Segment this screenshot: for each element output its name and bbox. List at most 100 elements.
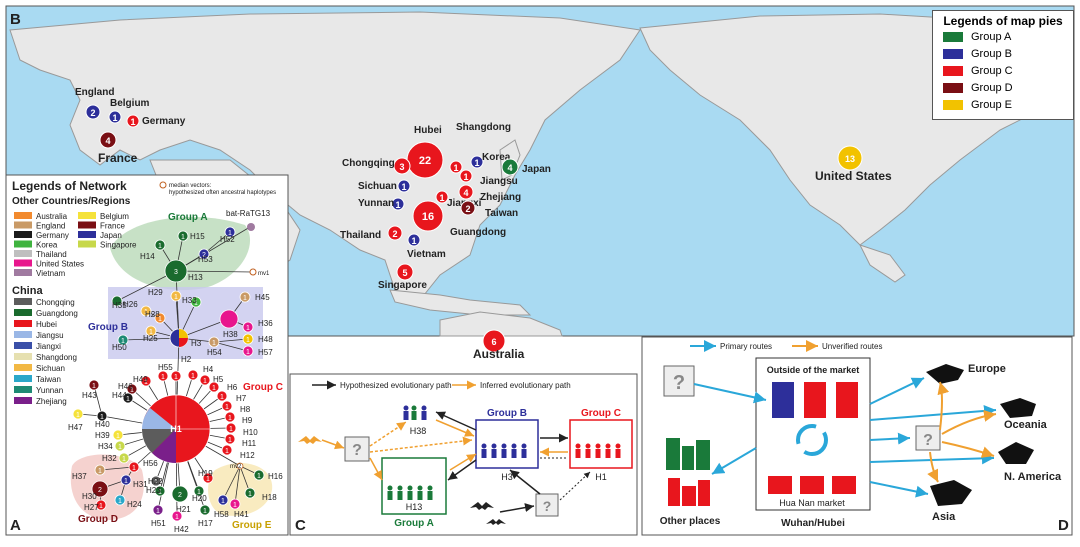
haplotype-label: H53: [198, 255, 213, 264]
haplotype-count: 1: [228, 437, 232, 444]
haplotype-label: H25: [143, 334, 158, 343]
haplotype-label: H56: [143, 459, 158, 468]
haplotype-label: H45: [255, 293, 270, 302]
haplotype-count: 1: [206, 476, 210, 483]
legend-swatch: [943, 82, 963, 93]
network-edge: [203, 231, 231, 255]
mv1-label: mv1: [258, 271, 270, 277]
haplotype-node: [117, 334, 129, 346]
europe-label: Europe: [968, 363, 1006, 375]
haplotype-count: 1: [181, 234, 185, 241]
person-icon: [595, 443, 601, 449]
haplotype-label: H47: [68, 423, 83, 432]
question-mark: ?: [673, 372, 685, 394]
map-pie: [396, 263, 414, 281]
haplotype-node: [253, 469, 265, 481]
legend-swatch: [14, 386, 32, 393]
haplotype-label: H49: [133, 375, 148, 384]
person-icon: [575, 449, 581, 458]
map-legend: Legends of map pies Group A Group B Group …: [932, 10, 1074, 120]
question-mark: ?: [923, 432, 933, 449]
map-pie: [458, 184, 474, 200]
haplotype-label: H24: [127, 500, 142, 509]
map-region-label: Vietnam: [407, 249, 446, 260]
legend-label: Group D: [971, 81, 1013, 94]
haplotype-label: H10: [243, 428, 258, 437]
haplotype-count: 1: [174, 294, 178, 301]
person-icon: [427, 491, 433, 500]
legend-unverified: Unverified routes: [822, 342, 882, 351]
map-legend-title: Legends of map pies: [943, 14, 1063, 28]
map-pie: [108, 110, 122, 124]
mv1-node: [249, 268, 257, 276]
map-pie-count: 1: [411, 236, 416, 246]
haplotype-count: 1: [225, 404, 229, 411]
network-edge: [175, 270, 253, 273]
haplotype-count: 1: [225, 448, 229, 455]
person-icon: [491, 449, 497, 458]
legend-swatch: [14, 269, 32, 276]
haplotype-label: H35: [112, 301, 127, 310]
map-region-label: United States: [815, 169, 892, 183]
group-d-label: Group D: [78, 514, 118, 525]
map-pie-count: 1: [439, 193, 444, 203]
haplotype-count: 1: [221, 498, 225, 505]
haplotype-node: [242, 333, 254, 345]
map-region-label: Chongqing: [342, 158, 395, 169]
haplotype-label: H14: [140, 252, 155, 261]
panel-label-a: A: [10, 517, 21, 534]
map-legend-item: Group C: [933, 62, 1073, 79]
network-edge: [213, 341, 249, 352]
legend-primary: Primary routes: [720, 342, 772, 351]
legend-label: Vietnam: [36, 269, 66, 278]
haplotype-label: H58: [214, 510, 229, 519]
haplotype-node: [96, 410, 108, 422]
legend-label: Jiangxi: [36, 342, 61, 351]
person-icon: [585, 449, 591, 458]
h3-slice: [179, 338, 188, 347]
group-b-box: [475, 419, 539, 469]
map-region-label: Thailand: [340, 230, 381, 241]
haplotype-label: H3: [191, 339, 202, 348]
panel-d: [641, 336, 1073, 536]
person-icon: [407, 485, 413, 491]
haplotype-label: H16: [268, 472, 283, 481]
map-pie: [482, 329, 506, 353]
haplotype-label: H19: [198, 469, 213, 478]
group-a-label: Group A: [394, 518, 434, 529]
network-legend-note: median vectors:: [169, 183, 212, 189]
haplotype-node: [199, 374, 211, 386]
group-b-label: Group B: [487, 408, 527, 419]
map-pie: [412, 200, 444, 232]
legend-label: Yunnan: [36, 386, 63, 395]
network-edge: [175, 226, 251, 272]
map-pie-count: 6: [491, 337, 496, 347]
h1-label: H1: [170, 424, 182, 434]
map-pie-count: 1: [130, 117, 135, 127]
map-pie: [393, 157, 411, 175]
person-icon: [521, 449, 527, 458]
haplotype-label: H20: [192, 494, 207, 503]
map-legend-item: Group E: [933, 96, 1073, 113]
haplotype-count: 2: [98, 487, 102, 494]
haplotype-label: H8: [240, 405, 251, 414]
haplotype-count: 1: [100, 414, 104, 421]
haplotype-count: 1: [154, 479, 158, 486]
legend-label: Sichuan: [36, 364, 65, 373]
haplotype-count: 1: [132, 465, 136, 472]
map-region-label: Hubei: [414, 125, 442, 136]
haplotype-node: [88, 379, 100, 391]
haplotype-count: 1: [233, 502, 237, 509]
group-b-label: Group B: [88, 322, 128, 333]
person-icon: [501, 449, 507, 458]
person-icon: [427, 485, 433, 491]
person-icon: [615, 443, 621, 449]
haplotype-label: H54: [207, 348, 222, 357]
unknown-box: [915, 425, 941, 451]
map-region-label: Jiangsu: [480, 176, 518, 187]
haplotype-node: [72, 408, 84, 420]
haplotype-count: 1: [130, 387, 134, 394]
haplotype-count: 1: [220, 394, 224, 401]
haplotype-count: 1: [122, 456, 126, 463]
haplotype-node: [114, 440, 126, 452]
